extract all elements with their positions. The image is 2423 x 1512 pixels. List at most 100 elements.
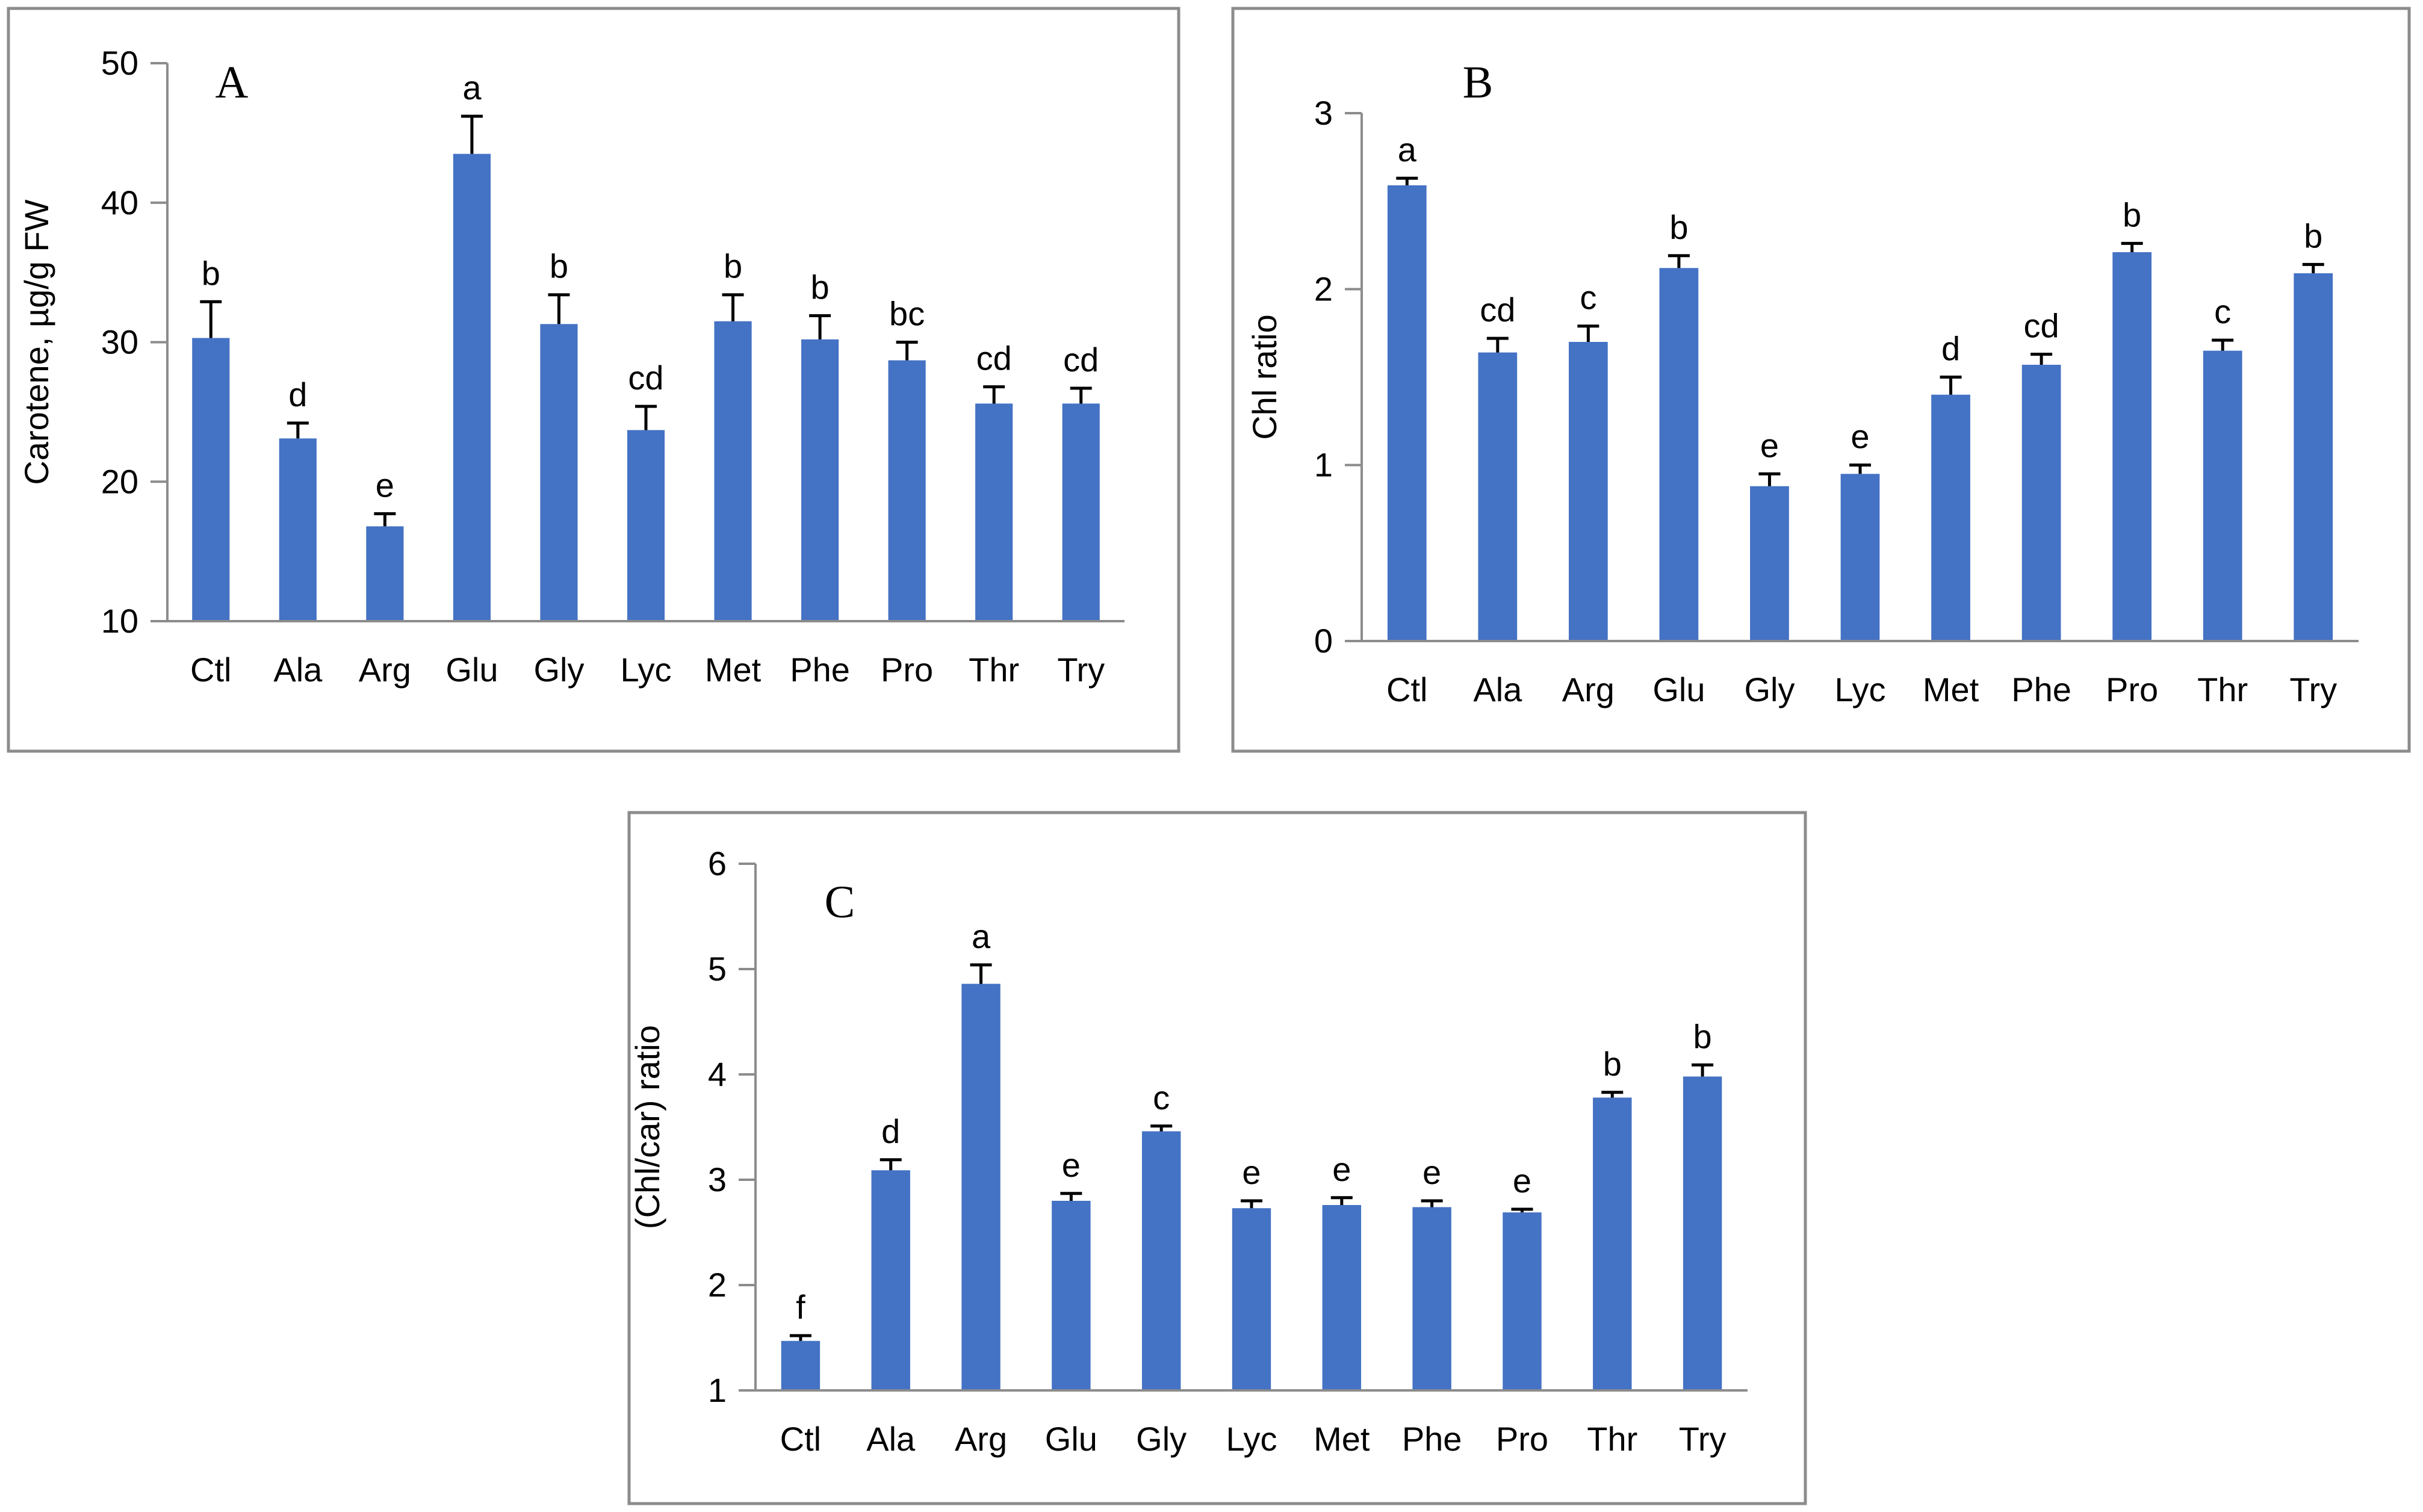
panel-c-y-tick-label-5: 5 (708, 950, 727, 988)
panel-c-bar-ala (871, 1170, 910, 1390)
panel-b-x-tick-label-ctl: Ctl (1386, 671, 1427, 708)
panel-c-significance-phe: e (1422, 1153, 1441, 1191)
panel-b-x-tick-label-phe: Phe (2011, 671, 2071, 708)
panel-a-bar-glu (453, 153, 491, 621)
panel-b-x-tick-label-gly: Gly (1744, 671, 1795, 708)
panel-c-error-bar-ala (880, 1158, 902, 1171)
panel-a-x-tick-label-phe: Phe (790, 651, 850, 689)
panel-c-x-tick-label-ala: Ala (866, 1420, 916, 1458)
panel-a-x-tick-label-ctl: Ctl (190, 651, 231, 689)
panel-a-x-tick-label-gly: Gly (533, 651, 584, 689)
panel-a-x-tick-label-ala: Ala (273, 651, 323, 689)
panel-b-significance-lyc: e (1851, 418, 1869, 456)
panel-b-x-tick-label-met: Met (1923, 671, 1979, 708)
panel-a-significance-thr: cd (976, 339, 1012, 377)
panel-b-significance-met: d (1941, 330, 1960, 368)
panel-c-significance-pro: e (1513, 1162, 1531, 1200)
panel-b-x-tick-label-glu: Glu (1652, 671, 1705, 708)
panel-b-bar-phe (2021, 365, 2061, 641)
panel-b-significance-gly: e (1760, 426, 1779, 464)
panel-c-x-tick-label-try: Try (1679, 1420, 1727, 1458)
panel-a-significance-arg: e (376, 466, 394, 504)
panel-a-significance-lyc: cd (628, 359, 663, 397)
panel-b-x-tick-label-ala: Ala (1473, 671, 1522, 708)
panel-b-significance-thr: c (2214, 293, 2231, 330)
panel-c-error-bar-phe (1421, 1199, 1443, 1207)
panel-c-significance-lyc: e (1242, 1153, 1261, 1191)
panel-a-error-bar-thr (983, 385, 1005, 404)
panel-a-error-bar-try (1070, 386, 1092, 404)
panel-b-significance-phe: cd (2024, 306, 2059, 344)
panel-c-y-tick-label-3: 3 (708, 1160, 727, 1198)
panel-a-bar-phe (801, 339, 839, 621)
panel-b-significance-arg: c (1580, 279, 1596, 317)
panel-a-letter: A (216, 57, 249, 108)
panel-b-significance-glu: b (1669, 208, 1688, 246)
panel-c-x-tick-label-arg: Arg (955, 1420, 1007, 1458)
panel-b-error-bar-arg (1577, 324, 1599, 342)
panel-c-y-tick-label-1: 1 (708, 1371, 727, 1409)
panel-b-bar-glu (1659, 268, 1699, 642)
panel-c-bar-gly (1141, 1131, 1181, 1390)
panel-a-x-tick-label-lyc: Lyc (620, 651, 671, 689)
panel-c-bar-ctl (781, 1340, 821, 1390)
panel-a-error-bar-glu (461, 114, 483, 154)
panel-a-significance-ctl: b (202, 254, 220, 292)
panel-c-significance-glu: e (1062, 1146, 1081, 1184)
panel-b-bar-ctl (1387, 185, 1427, 641)
panel-b-letter: B (1463, 57, 1494, 108)
panel-b-error-bar-ala (1486, 336, 1509, 353)
panel-a-y-tick-label-50: 50 (101, 44, 138, 82)
panel-a-error-bar-phe (809, 314, 831, 339)
panel-b-significance-ctl: a (1398, 131, 1417, 169)
panel-c-significance-gly: c (1153, 1079, 1170, 1117)
panel-a-x-tick-label-try: Try (1057, 651, 1105, 689)
panel-b-bar-arg (1568, 342, 1608, 641)
panel-a-x-tick-label-arg: Arg (359, 651, 411, 689)
panel-a-significance-phe: b (811, 268, 830, 306)
panel-c-error-bar-try (1692, 1063, 1714, 1077)
panel-c-error-bar-gly (1150, 1124, 1173, 1132)
panel-c-letter: C (825, 877, 855, 928)
panel-c-significance-met: e (1332, 1150, 1351, 1188)
panel-c-bar-try (1683, 1076, 1722, 1390)
panel-a-error-bar-pro (896, 341, 918, 361)
panel-b-bar-thr (2203, 350, 2242, 641)
panel-a-bar-thr (975, 403, 1013, 621)
panel-c-significance-arg: a (972, 917, 991, 955)
panel-c-chl-car-ratio-chart: C 1 2 3 4 5 6 f Ctl d Ala a Arg e Glu c Gly e Lyc e Met e Phe e… (627, 811, 1807, 1505)
panel-c-x-tick-label-gly: Gly (1136, 1420, 1187, 1458)
panel-a-x-tick-label-glu: Glu (445, 651, 498, 689)
panel-b-y-tick-label-3: 3 (1314, 94, 1333, 132)
panel-c-significance-ala: d (881, 1112, 900, 1150)
panel-c-error-bar-pro (1511, 1207, 1533, 1213)
panel-b-error-bar-pro (2121, 241, 2143, 252)
panel-a-bar-met (714, 321, 752, 621)
panel-c-error-bar-ctl (789, 1334, 811, 1341)
panel-a-frame (7, 7, 1180, 753)
panel-c-significance-try: b (1693, 1017, 1712, 1055)
panel-a-significance-gly: b (550, 247, 568, 285)
panel-c-bar-met (1322, 1205, 1362, 1390)
panel-c-bar-arg (961, 984, 1001, 1390)
panel-c-significance-thr: b (1603, 1045, 1622, 1083)
panel-a-error-bar-gly (548, 293, 570, 324)
panel-c-y-tick-label-6: 6 (708, 844, 727, 882)
panel-a-bar-arg (366, 526, 404, 621)
panel-c-x-tick-label-phe: Phe (1402, 1420, 1462, 1458)
panel-b-chl-ratio-chart: B 0 1 2 3 a Ctl cd Ala c Arg b Glu e Gly e Lyc d Met cd Phe b… (1231, 7, 2411, 753)
panel-c-error-bar-met (1330, 1196, 1353, 1205)
panel-a-significance-try: cd (1063, 341, 1099, 379)
panel-a-significance-pro: bc (889, 295, 925, 333)
panel-c-bar-thr (1593, 1097, 1632, 1390)
panel-a-y-tick-label-40: 40 (101, 184, 138, 222)
panel-a-significance-ala: d (288, 376, 307, 414)
panel-c-bar-pro (1503, 1212, 1542, 1390)
panel-c-x-tick-label-pro: Pro (1496, 1420, 1548, 1458)
panel-b-x-tick-label-try: Try (2289, 671, 2337, 708)
panel-b-bar-met (1931, 394, 1970, 641)
panel-b-error-bar-glu (1668, 254, 1690, 268)
panel-a-x-tick-label-thr: Thr (969, 651, 1019, 689)
panel-c-x-tick-label-lyc: Lyc (1226, 1420, 1277, 1458)
